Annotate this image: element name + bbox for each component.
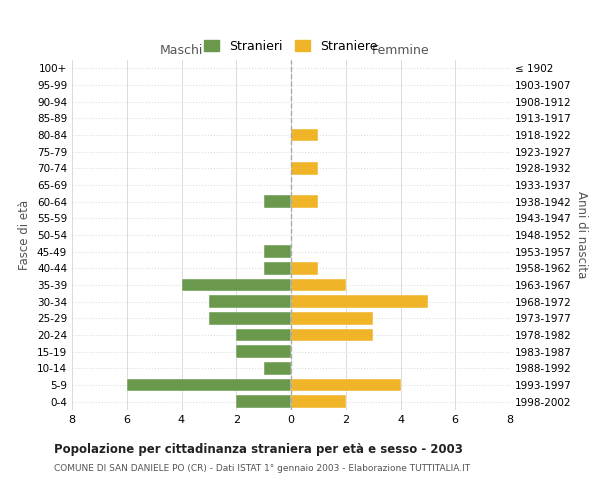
Text: Maschi: Maschi (160, 44, 203, 57)
Bar (263, 262, 291, 274)
Bar (236, 346, 291, 358)
Bar (291, 162, 319, 174)
Bar (127, 379, 291, 391)
Bar (291, 329, 373, 341)
Bar (291, 296, 428, 308)
Bar (263, 246, 291, 258)
Bar (291, 279, 346, 291)
Bar (236, 396, 291, 408)
Bar (209, 312, 291, 324)
Bar (291, 196, 319, 208)
Y-axis label: Anni di nascita: Anni di nascita (575, 192, 588, 278)
Bar (291, 312, 373, 324)
Text: COMUNE DI SAN DANIELE PO (CR) - Dati ISTAT 1° gennaio 2003 - Elaborazione TUTTIT: COMUNE DI SAN DANIELE PO (CR) - Dati IST… (54, 464, 470, 473)
Legend: Stranieri, Straniere: Stranieri, Straniere (199, 35, 383, 58)
Text: Femmine: Femmine (371, 44, 430, 57)
Y-axis label: Fasce di età: Fasce di età (19, 200, 31, 270)
Bar (263, 196, 291, 208)
Bar (236, 329, 291, 341)
Bar (291, 262, 319, 274)
Text: Popolazione per cittadinanza straniera per età e sesso - 2003: Popolazione per cittadinanza straniera p… (54, 442, 463, 456)
Bar (182, 279, 291, 291)
Bar (263, 362, 291, 374)
Bar (291, 396, 346, 408)
Bar (291, 379, 401, 391)
Bar (209, 296, 291, 308)
Bar (291, 128, 319, 141)
